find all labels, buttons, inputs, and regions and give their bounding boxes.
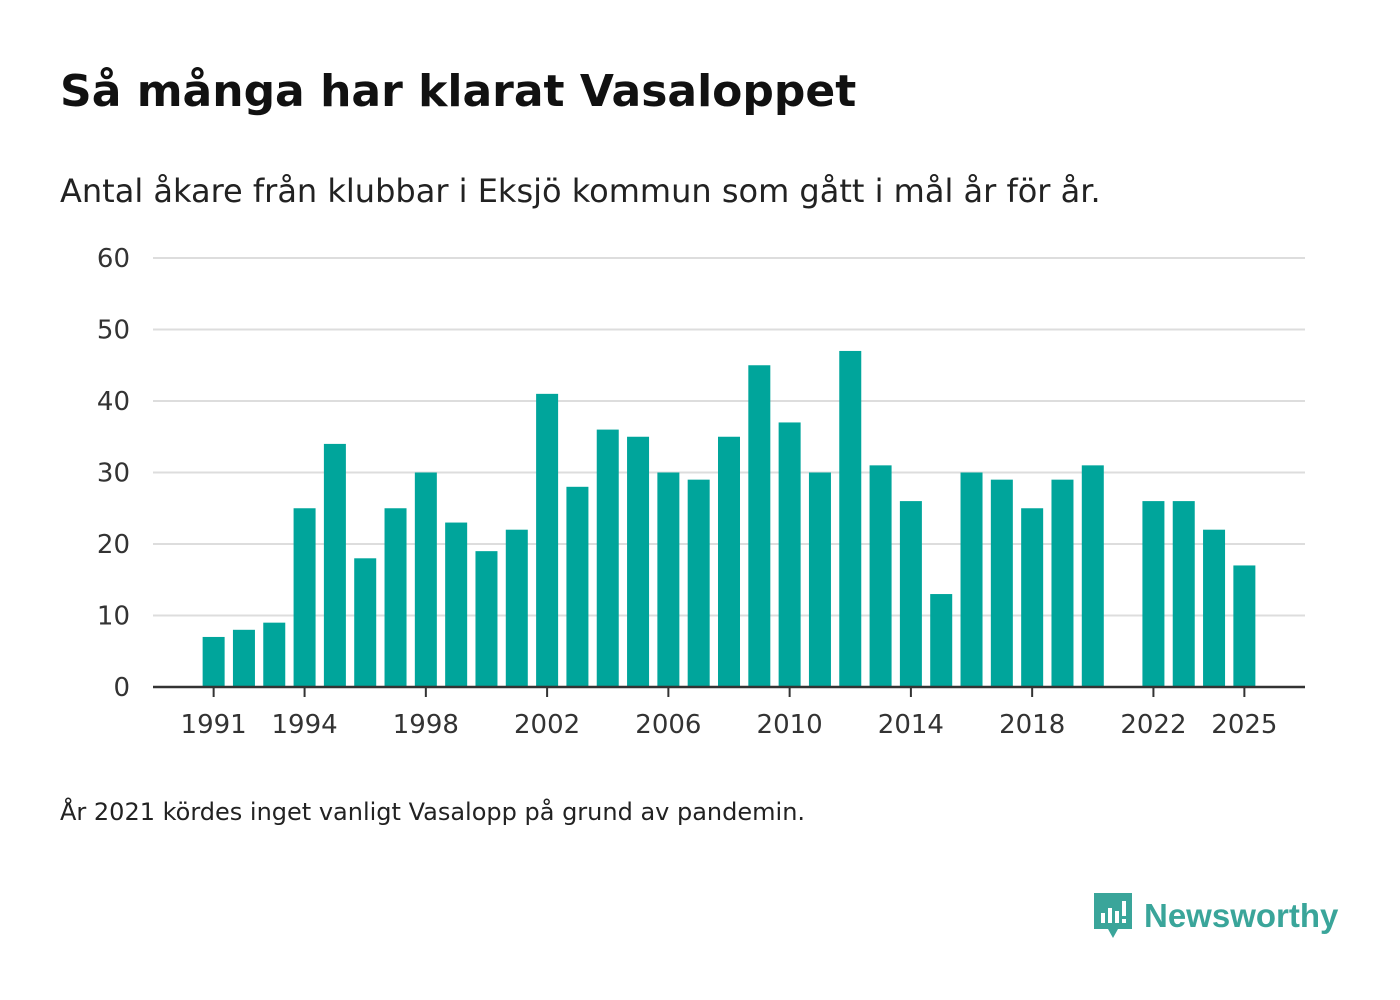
x-tick-label: 2002 [514,710,580,740]
x-tick-label: 2010 [757,710,823,740]
x-tick-label: 2006 [635,710,701,740]
x-tick-label: 2018 [999,710,1065,740]
x-tick-label: 2022 [1120,710,1186,740]
y-tick-label: 60 [97,244,130,274]
bar-1997[interactable] [384,508,407,687]
bar-1994[interactable] [293,508,316,687]
bar-2006[interactable] [657,472,680,688]
newsworthy-logo[interactable]: Newsworthy [1092,890,1338,942]
bar-1998[interactable] [414,472,437,688]
x-tick-label: 1998 [393,710,459,740]
bar-2017[interactable] [990,479,1013,687]
bar-2024[interactable] [1203,529,1226,687]
bar-2014[interactable] [899,501,922,687]
newsworthy-logo-icon [1094,893,1132,938]
x-tick-label: 2014 [878,710,944,740]
brand-name: Newsworthy [1144,897,1339,934]
axes: 0 10 20 30 40 50 60 1991 1994 1998 2002 2006 2010 201… [97,244,1305,740]
bar-2011[interactable] [808,472,831,688]
bar-2023[interactable] [1172,501,1195,687]
footnote: År 2021 kördes inget vanligt Vasalopp på… [60,798,806,826]
bar-1999[interactable] [445,522,468,687]
bar-2022[interactable] [1142,501,1165,687]
bar-2025[interactable] [1233,565,1256,687]
bar-1996[interactable] [354,558,377,687]
bar-1992[interactable] [232,629,255,687]
chart-subtitle: Antal åkare från klubbar i Eksjö kommun … [60,172,1101,210]
bar-2003[interactable] [566,486,589,687]
bars [202,350,1256,688]
chart-title: Så många har klarat Vasaloppet [60,66,857,117]
bar-2004[interactable] [596,429,619,687]
bar-2013[interactable] [869,465,892,687]
bar-2010[interactable] [778,422,801,687]
bar-2015[interactable] [930,594,953,687]
y-tick-label: 20 [97,530,130,560]
bar-1991[interactable] [202,636,225,687]
bar-2000[interactable] [475,551,498,687]
bar-2008[interactable] [718,436,740,687]
bar-2005[interactable] [627,436,650,687]
bar-chart: 0 10 20 30 40 50 60 1991 1994 1998 2002 2006 2010 201… [97,244,1305,740]
x-tick-label: 1994 [271,710,337,740]
y-tick-label: 40 [97,387,130,417]
y-tick-label: 0 [113,673,130,703]
bar-2018[interactable] [1021,508,1044,687]
bar-1993[interactable] [263,622,286,687]
bar-2002[interactable] [536,393,559,687]
y-tick-label: 50 [97,316,130,346]
y-tick-label: 10 [97,602,130,632]
bar-2012[interactable] [839,350,862,687]
x-tick-label: 1991 [181,710,247,740]
bar-2020[interactable] [1081,465,1104,687]
y-tick-label: 30 [97,459,130,489]
bar-2009[interactable] [748,365,771,687]
bar-2007[interactable] [687,479,710,687]
bar-2016[interactable] [960,472,983,688]
bar-1995[interactable] [323,443,346,687]
x-tick-label: 2025 [1211,710,1277,740]
bar-2019[interactable] [1051,479,1074,687]
bar-2001[interactable] [505,529,528,687]
